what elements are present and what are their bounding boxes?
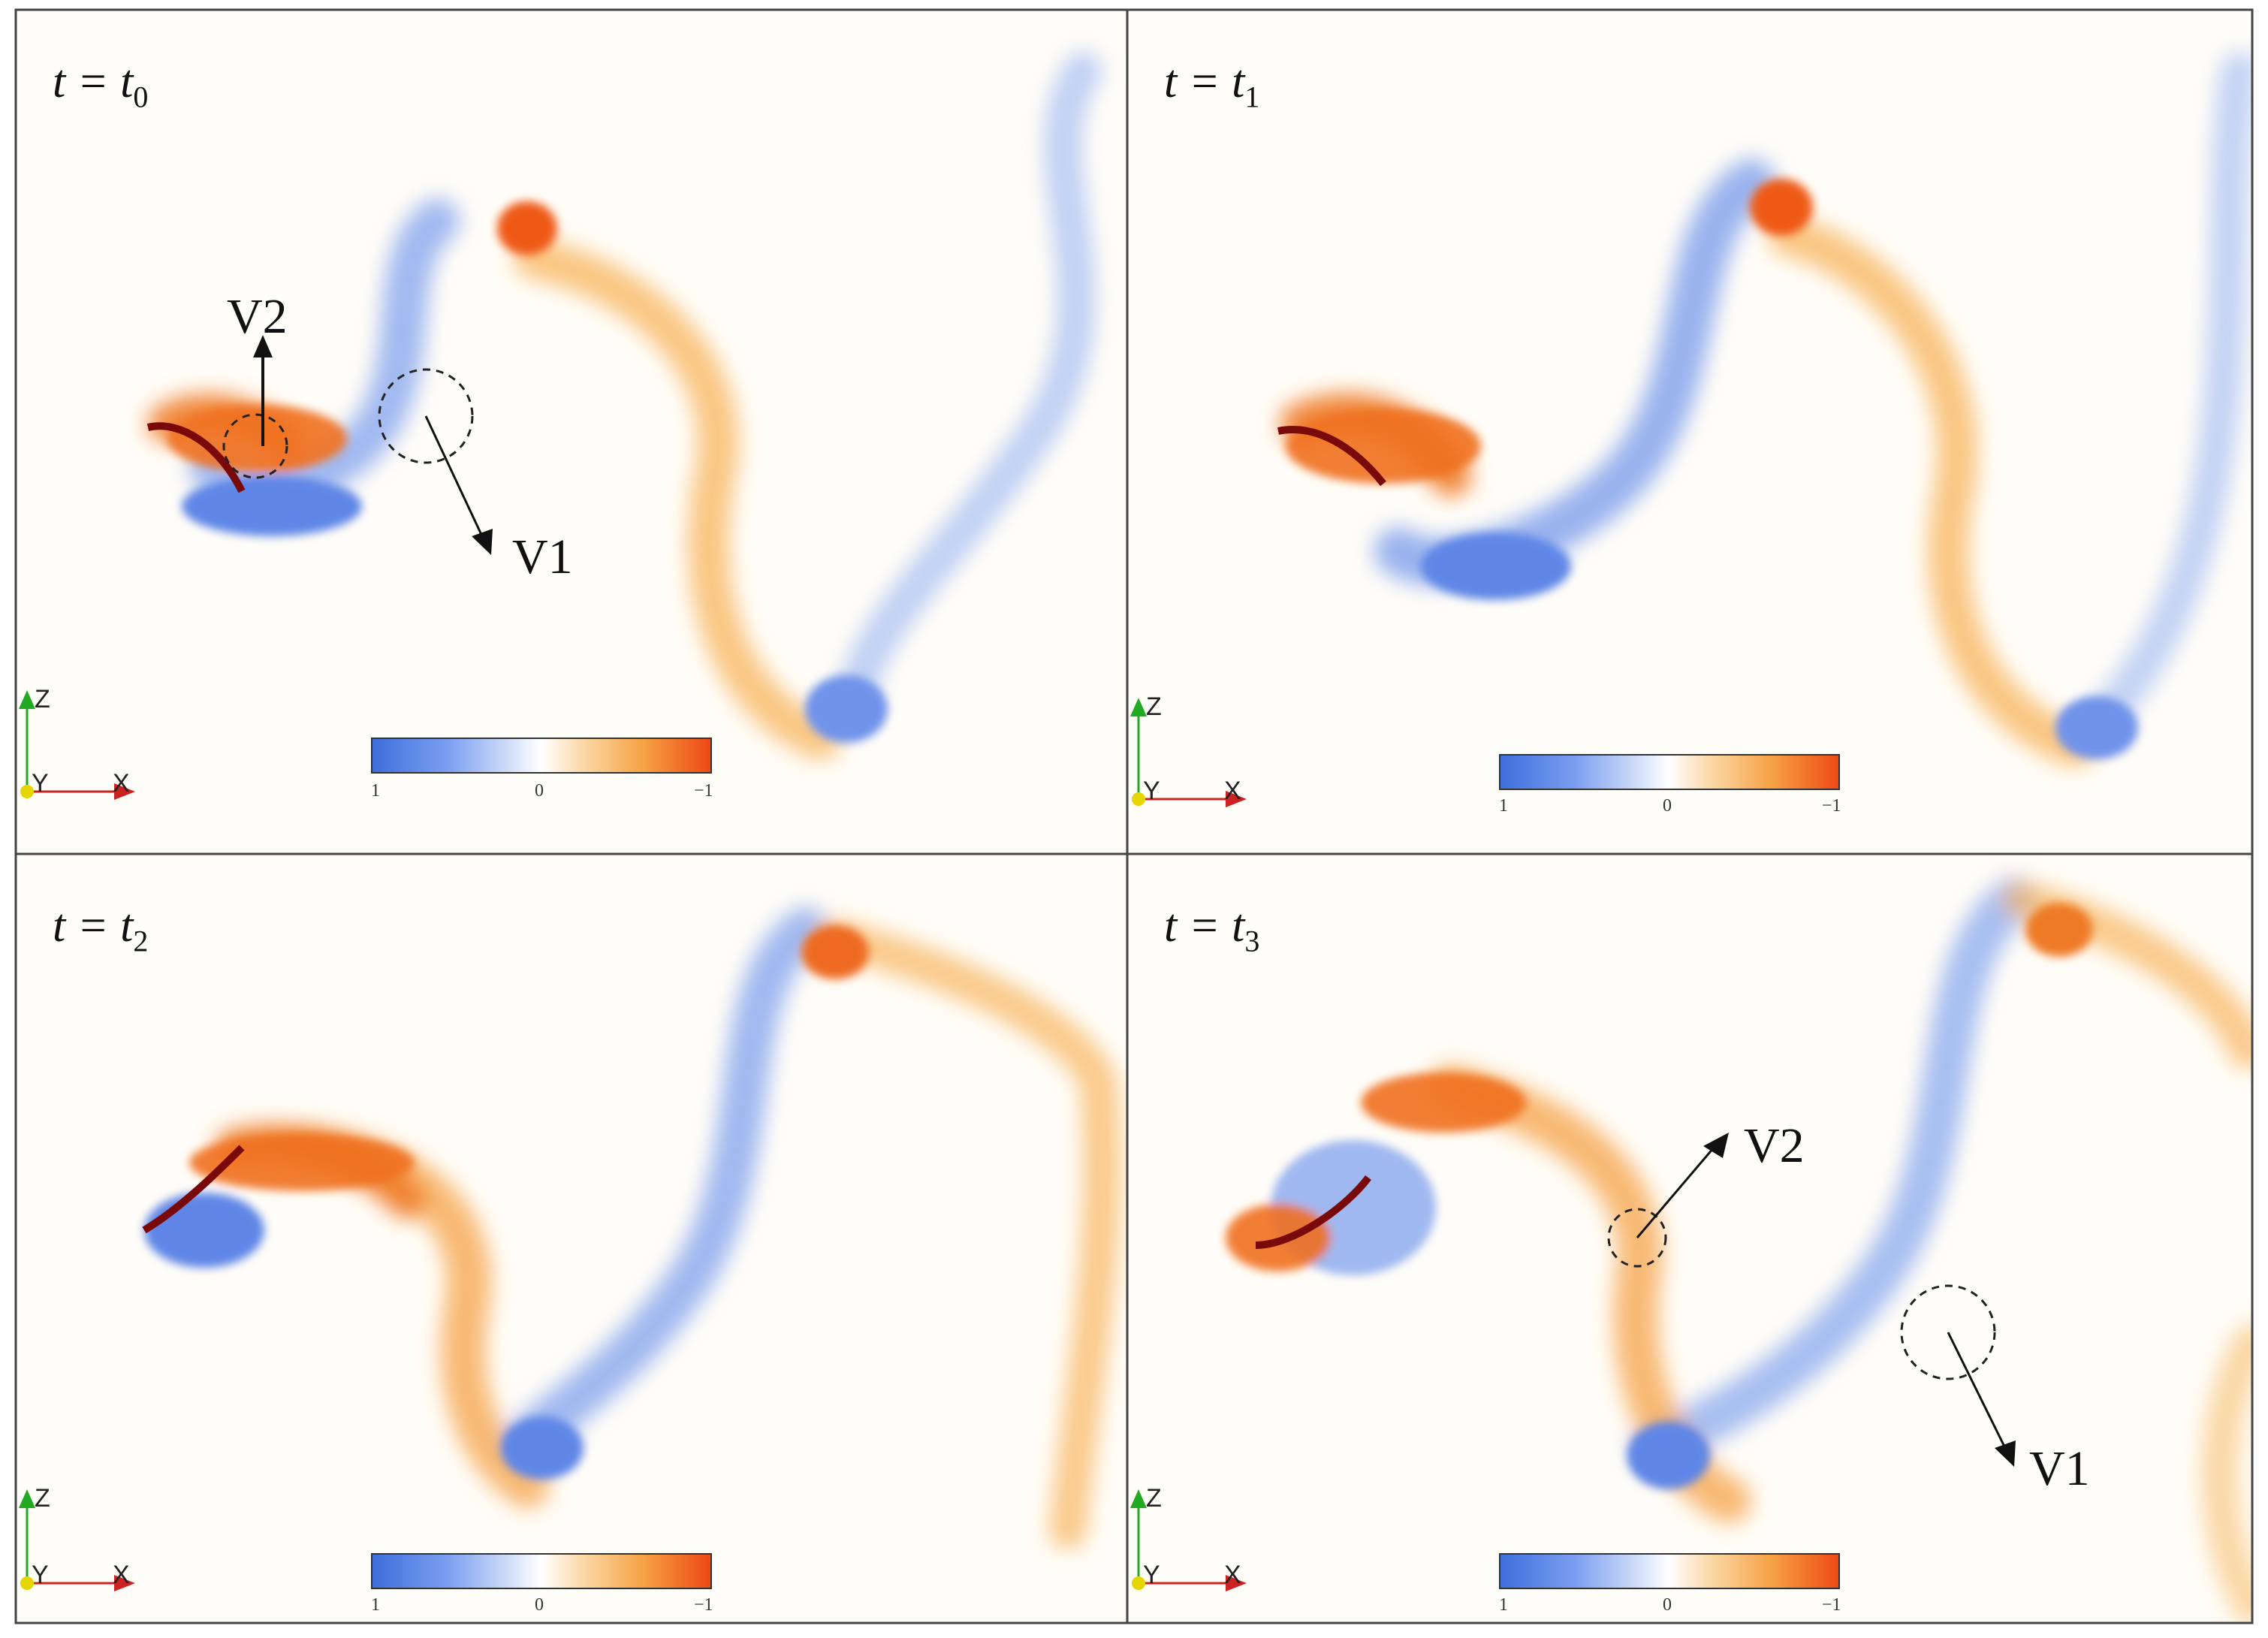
colorbar — [1499, 1553, 1840, 1589]
axis-label-y: Y — [1143, 777, 1160, 805]
colorbar-tick-min: −1 — [1822, 796, 1841, 816]
panel-t3: t = t3 V2 V1 1 0 −1 Z Y X — [1128, 855, 2251, 1622]
vorticity-field — [1130, 52, 2251, 807]
vorticity-field — [1130, 877, 2251, 1622]
time-label: t = t2 — [53, 900, 149, 958]
axis-label-z: Z — [1146, 1484, 1162, 1513]
colorbar — [371, 1553, 712, 1589]
axis-label-z: Z — [35, 1484, 50, 1513]
axis-label-x: X — [1224, 1561, 1241, 1589]
colorbar-tick-zero: 0 — [535, 781, 544, 801]
colorbar-tick-zero: 0 — [535, 1595, 544, 1615]
v1-arrow — [1947, 1332, 2007, 1449]
v1-arrow — [424, 415, 484, 537]
colorbar-tick-min: −1 — [694, 1595, 713, 1615]
v2-arrow — [1636, 1147, 1715, 1238]
colorbar — [1499, 754, 1840, 790]
vorticity-field — [19, 52, 1102, 800]
vortex-label-v2: V2 — [1744, 1118, 1805, 1173]
colorbar-tick-min: −1 — [1822, 1595, 1841, 1615]
time-label: t = t0 — [53, 56, 149, 114]
panel-t0: t = t0 V2 V1 1 0 −1 Z Y X — [17, 11, 1126, 853]
vortex-label-v1: V1 — [2029, 1441, 2090, 1496]
vorticity-field — [19, 907, 1121, 1591]
vortex-label-v1: V1 — [512, 529, 573, 584]
panel-t1: t = t1 1 0 −1 Z Y X — [1128, 11, 2251, 853]
axis-label-x: X — [113, 1561, 130, 1589]
axis-label-y: Y — [32, 769, 49, 798]
panel-t2: t = t2 1 0 −1 Z Y X — [17, 855, 1126, 1622]
axis-label-y: Y — [32, 1561, 49, 1589]
vortex-label-v2: V2 — [227, 289, 288, 344]
colorbar — [371, 738, 712, 774]
colorbar-tick-max: 1 — [371, 781, 380, 801]
axis-label-x: X — [1224, 777, 1241, 805]
axis-label-y: Y — [1143, 1561, 1160, 1589]
colorbar-tick-zero: 0 — [1663, 796, 1672, 816]
colorbar-tick-zero: 0 — [1663, 1595, 1672, 1615]
axis-label-z: Z — [1146, 692, 1162, 721]
colorbar-tick-min: −1 — [694, 781, 713, 801]
colorbar-tick-max: 1 — [371, 1595, 380, 1615]
colorbar-tick-max: 1 — [1499, 796, 1508, 816]
axis-label-z: Z — [35, 685, 50, 713]
time-label: t = t1 — [1164, 56, 1260, 114]
colorbar-tick-max: 1 — [1499, 1595, 1508, 1615]
axis-label-x: X — [113, 769, 130, 798]
time-label: t = t3 — [1164, 900, 1260, 958]
